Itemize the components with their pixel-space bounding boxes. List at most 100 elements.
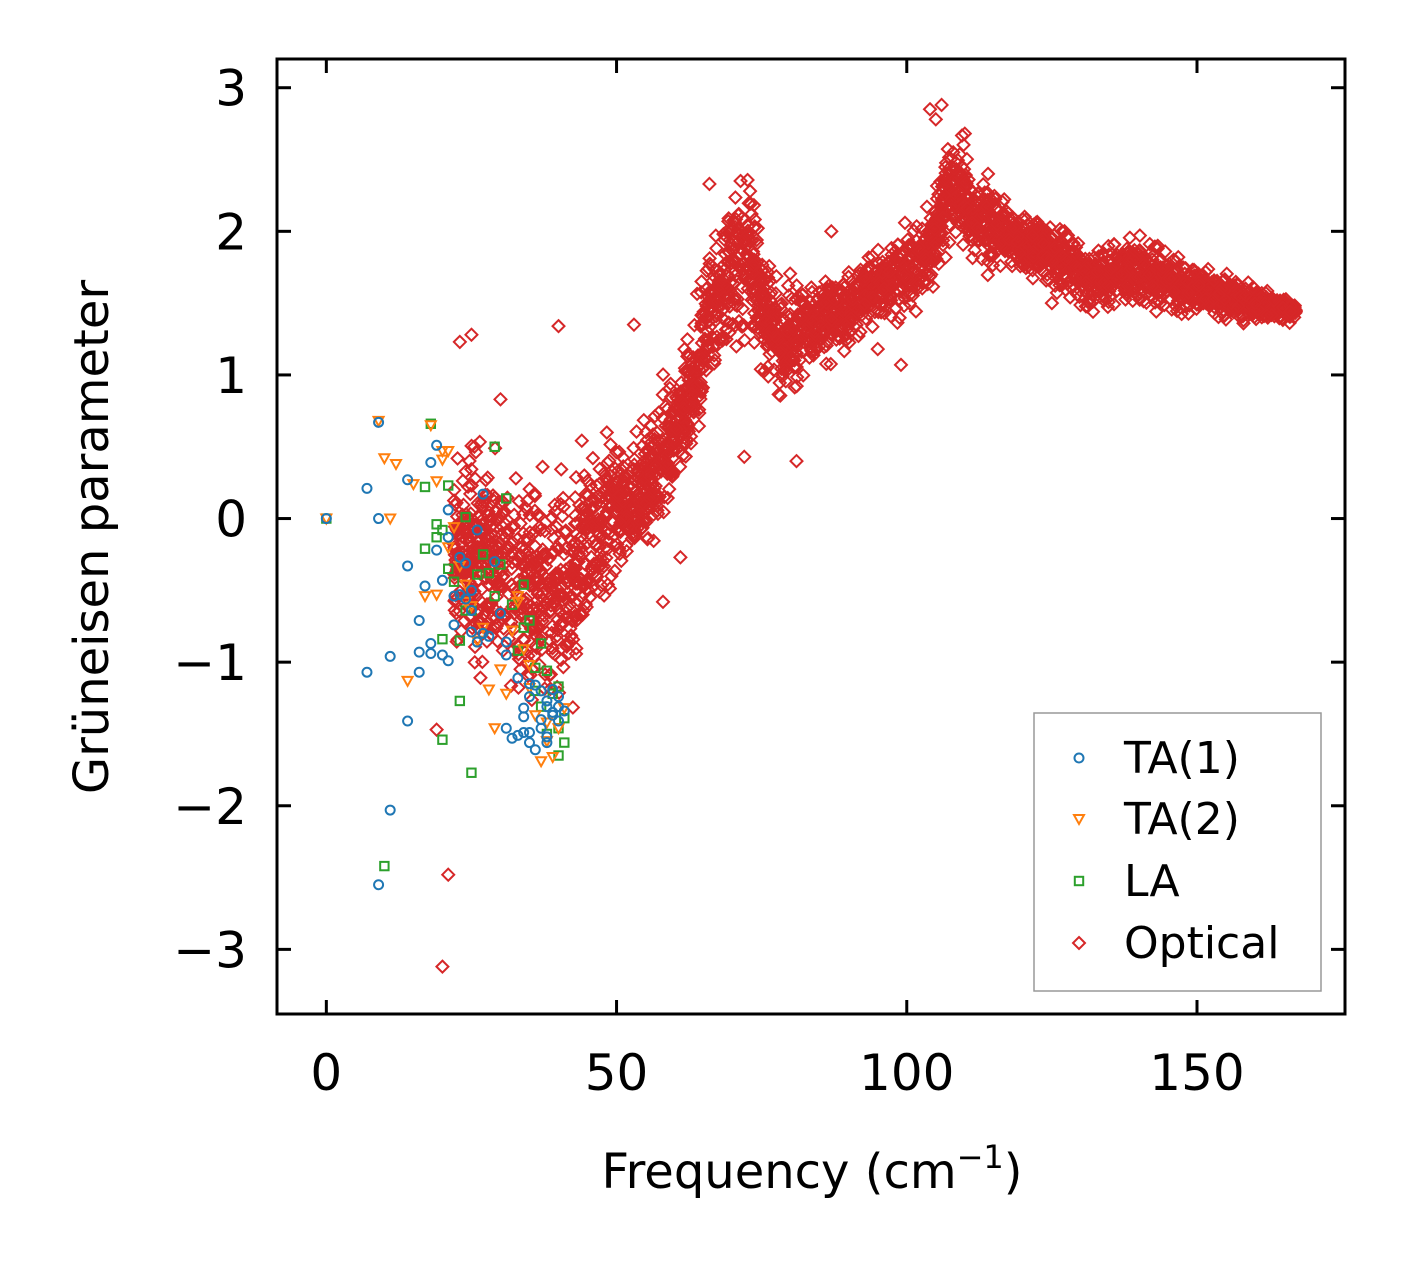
data-point	[1039, 250, 1055, 266]
y-axis-label: Grüneisen parameter	[64, 280, 120, 795]
data-point	[693, 374, 709, 390]
data-point	[680, 346, 696, 362]
data-point	[656, 434, 672, 450]
data-point	[660, 447, 676, 462]
data-point	[1125, 293, 1141, 309]
data-point	[470, 495, 486, 511]
data-point	[781, 288, 797, 303]
data-point	[505, 625, 519, 638]
data-point	[711, 272, 727, 288]
data-point	[467, 439, 482, 455]
data-point	[1225, 278, 1241, 294]
data-point	[589, 569, 605, 585]
data-point	[779, 354, 794, 370]
data-point	[431, 439, 443, 451]
data-point	[995, 207, 1011, 223]
y-tick-label: 2	[215, 203, 247, 261]
data-point	[796, 297, 812, 313]
data-point	[731, 260, 747, 276]
data-point	[607, 563, 623, 579]
data-point	[966, 191, 982, 207]
y-tick-label: 1	[215, 347, 247, 405]
data-point	[467, 639, 483, 655]
data-point	[1122, 230, 1138, 246]
data-point	[655, 450, 671, 465]
data-point	[767, 328, 783, 344]
data-point	[568, 469, 584, 485]
data-point	[627, 530, 642, 546]
data-point	[916, 275, 932, 291]
data-point	[1119, 284, 1135, 300]
data-point	[935, 209, 951, 225]
data-point	[497, 607, 513, 623]
data-point	[1065, 235, 1081, 251]
data-point	[965, 250, 981, 266]
data-point	[516, 532, 532, 548]
data-point	[500, 722, 512, 734]
data-point	[927, 221, 943, 237]
data-point	[559, 737, 570, 748]
data-point	[465, 604, 477, 616]
data-point	[482, 529, 498, 545]
data-point	[541, 665, 553, 676]
data-point	[513, 516, 528, 531]
data-point	[447, 602, 463, 618]
data-point	[1119, 275, 1135, 291]
data-point	[527, 628, 543, 643]
data-point	[884, 280, 900, 296]
data-point	[919, 199, 935, 215]
data-point	[529, 679, 541, 691]
data-point	[500, 649, 512, 661]
data-point	[672, 459, 688, 475]
data-point	[494, 607, 506, 619]
data-point	[361, 666, 373, 678]
data-point	[573, 540, 589, 556]
data-point	[1025, 228, 1040, 244]
axis-ticks-layer: 0 50 100 150 −3 −2 −1 0 1 2 3	[173, 59, 1345, 1102]
data-point	[619, 543, 635, 559]
data-point	[754, 288, 770, 304]
data-point	[361, 482, 373, 494]
data-point	[674, 424, 690, 440]
data-point	[419, 580, 431, 592]
data-point	[1132, 242, 1148, 258]
data-point	[467, 471, 483, 487]
data-point	[489, 441, 500, 452]
data-point	[698, 305, 713, 321]
data-point	[628, 483, 644, 499]
data-point	[558, 562, 574, 578]
data-point	[489, 590, 500, 602]
data-point	[543, 580, 559, 596]
data-point	[770, 332, 786, 347]
data-point	[600, 541, 616, 557]
data-point	[491, 573, 507, 589]
data-point	[450, 450, 465, 466]
data-point	[1093, 273, 1109, 289]
data-point	[529, 507, 545, 523]
data-point	[535, 459, 550, 475]
data-point	[547, 688, 558, 699]
data-point	[664, 469, 680, 485]
data-point	[493, 509, 509, 524]
data-point	[813, 318, 828, 334]
data-point	[425, 457, 437, 469]
data-point	[1282, 304, 1298, 320]
data-point	[753, 276, 769, 292]
data-point	[511, 651, 527, 667]
data-point	[927, 215, 943, 231]
legend-marker-square	[1073, 875, 1085, 887]
data-point	[574, 518, 590, 534]
data-point	[664, 406, 680, 422]
data-point	[506, 732, 518, 744]
data-point	[553, 534, 569, 549]
data-point	[728, 338, 744, 354]
data-point	[937, 187, 952, 203]
data-point	[442, 531, 454, 543]
data-point	[429, 722, 445, 738]
data-point	[865, 319, 880, 335]
data-point	[537, 523, 553, 539]
data-point	[776, 362, 792, 378]
data-point	[1178, 273, 1194, 289]
data-point	[1151, 279, 1167, 295]
data-point	[436, 574, 448, 586]
